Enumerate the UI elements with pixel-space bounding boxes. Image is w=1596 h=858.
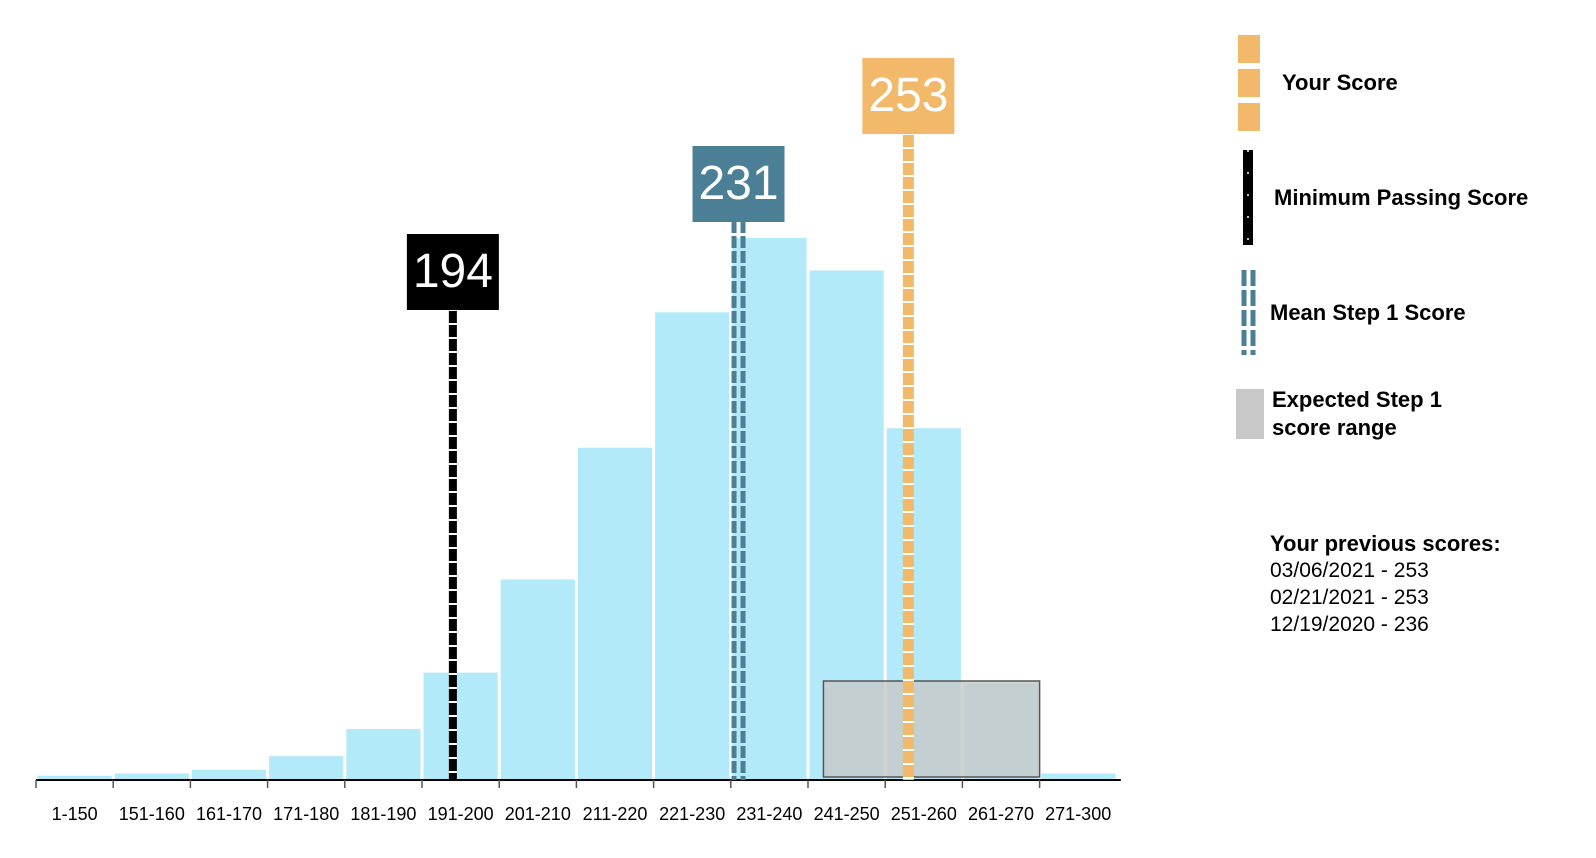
bar-201-210 <box>500 579 575 780</box>
legend-label-your-score: Your Score <box>1282 70 1398 95</box>
x-tick-label: 261-270 <box>968 804 1034 824</box>
legend-label-expected-range: Expected Step 1 score range <box>1272 386 1442 442</box>
x-tick-label: 1-150 <box>52 804 98 824</box>
legend-label-expected-range-line1: Expected Step 1 <box>1272 387 1442 412</box>
min_passing-label: 194 <box>413 245 493 298</box>
bar-151-160 <box>114 773 189 780</box>
legend-minimum-passing: Minimum Passing Score <box>1243 150 1528 245</box>
your_score-label: 253 <box>868 69 948 122</box>
x-tick-label: 181-190 <box>350 804 416 824</box>
your_score-label-box <box>862 58 955 134</box>
x-tick-label: 151-160 <box>119 804 185 824</box>
x-tick-label: 171-180 <box>273 804 339 824</box>
expected-range-swatch <box>1236 389 1264 439</box>
bar-1-150 <box>37 775 112 780</box>
bar-181-190 <box>346 729 421 780</box>
bar-221-230 <box>655 312 730 780</box>
mean-label: 231 <box>698 157 778 210</box>
x-tick-label: 191-200 <box>428 804 494 824</box>
x-tick-label: 251-260 <box>891 804 957 824</box>
legend-your-score: Your Score <box>1238 35 1398 131</box>
legend-expected-range: Expected Step 1 score range <box>1236 386 1442 442</box>
mean-swatch <box>1241 270 1256 355</box>
x-tick-label: 241-250 <box>814 804 880 824</box>
bar-211-220 <box>577 447 653 780</box>
bar-171-180 <box>269 756 344 780</box>
x-tick-label: 221-230 <box>659 804 725 824</box>
x-tick-label: 211-220 <box>583 804 648 824</box>
bar-161-170 <box>191 769 267 780</box>
legend-label-minimum-passing: Minimum Passing Score <box>1274 184 1529 210</box>
min_passing-label-box <box>406 234 499 310</box>
previous-score-entry: 02/21/2021 - 253 <box>1270 586 1429 609</box>
mean-label-box <box>692 146 785 222</box>
minimum-passing-swatch <box>1243 150 1253 245</box>
min_passing-line <box>448 309 457 780</box>
x-tick-label: 271-300 <box>1045 804 1111 824</box>
x-tick-label: 231-240 <box>736 804 802 824</box>
your-score-swatch <box>1238 35 1260 131</box>
legend-label-mean: Mean Step 1 Score <box>1270 299 1466 325</box>
x-tick-label: 201-210 <box>505 804 571 824</box>
legend-mean: Mean Step 1 Score <box>1240 270 1466 355</box>
previous-score-entry: 03/06/2021 - 253 <box>1270 559 1429 582</box>
expected-range-box <box>822 680 1041 778</box>
previous-scores: Your previous scores: 03/06/2021 - 253 0… <box>1270 530 1501 638</box>
previous-scores-title: Your previous scores: <box>1270 531 1501 556</box>
legend-label-expected-range-line2: score range <box>1272 415 1397 440</box>
x-tick-label: 161-170 <box>196 804 262 824</box>
previous-score-entry: 12/19/2020 - 236 <box>1270 613 1429 636</box>
bar-271-300 <box>1041 773 1116 780</box>
bar-191-200 <box>423 672 498 780</box>
